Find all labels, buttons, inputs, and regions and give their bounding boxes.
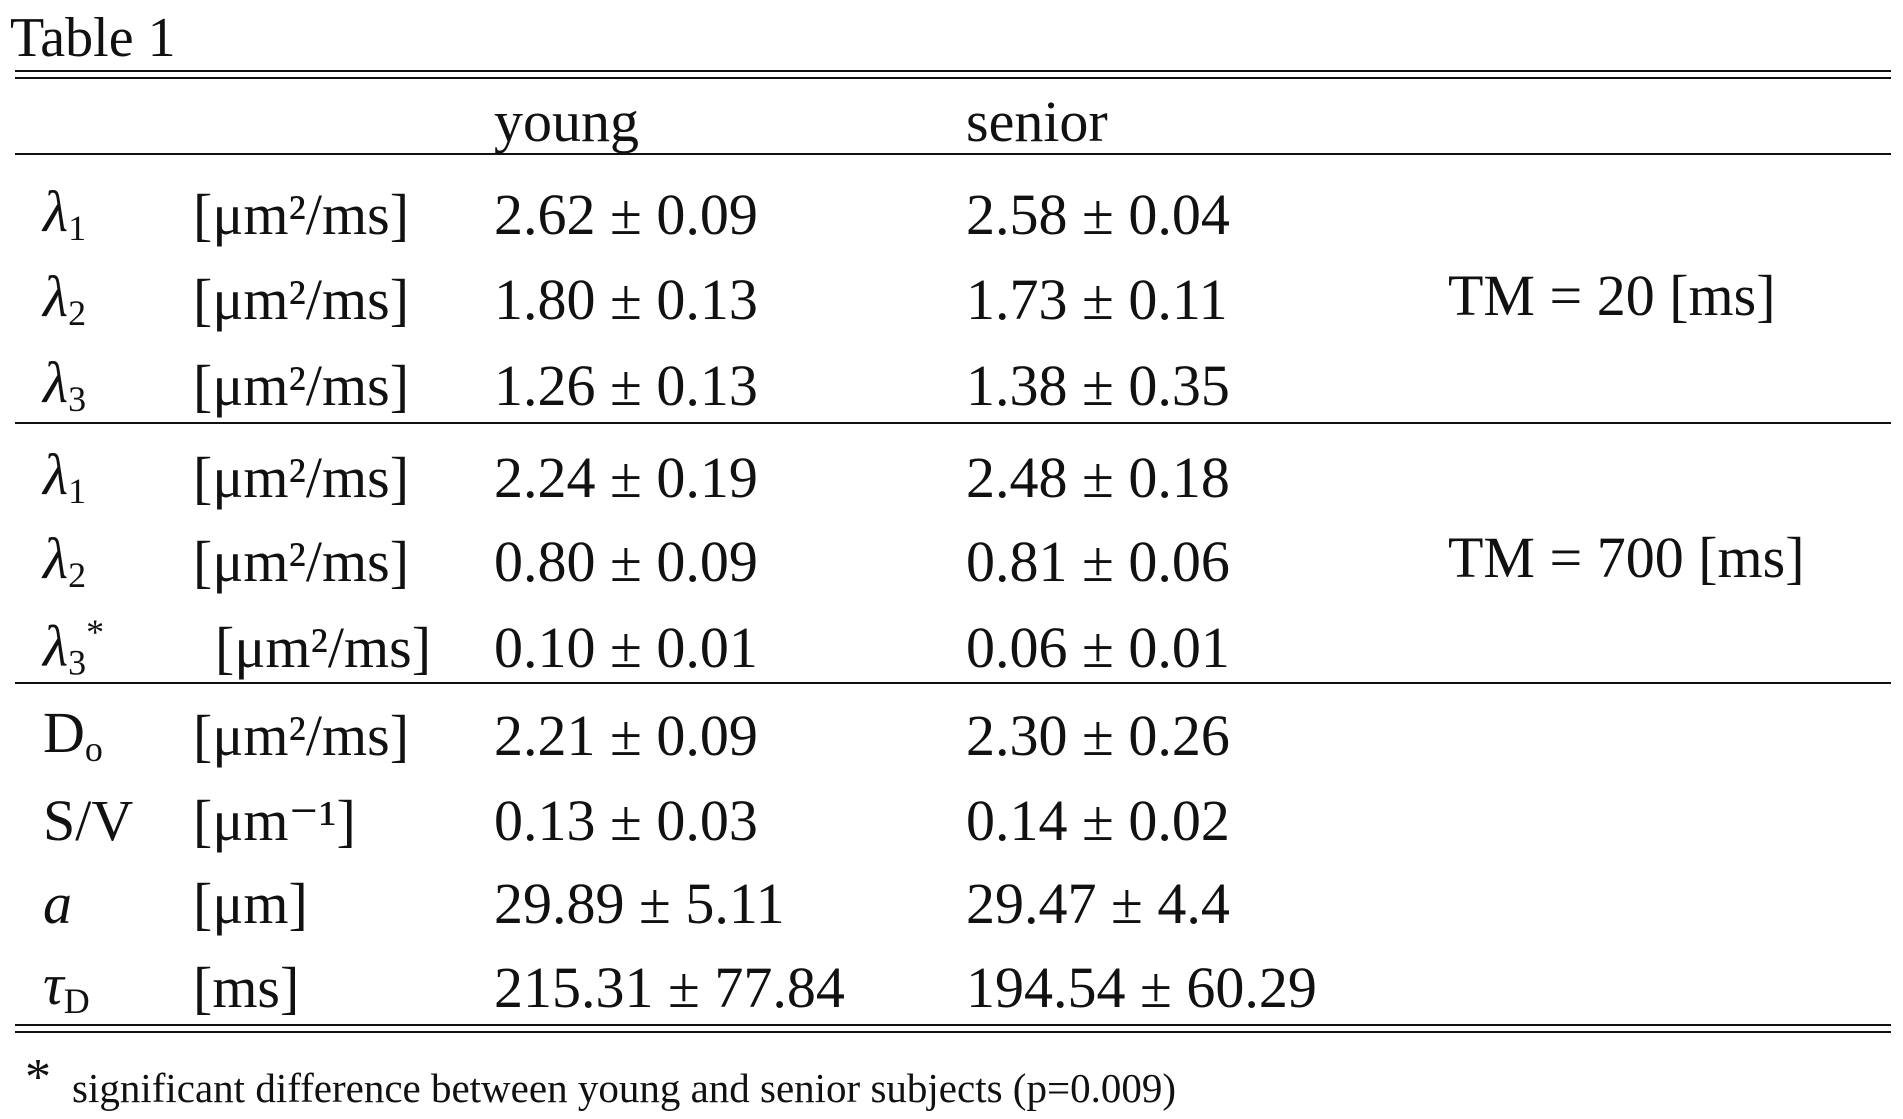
symbol-base: λ <box>43 179 69 245</box>
unit: [μm⁻¹] <box>193 788 356 853</box>
symbol-subscript: 3 <box>68 642 87 683</box>
young-value: 0.13 ± 0.03 <box>494 788 758 853</box>
unit: [μm²/ms] <box>215 615 432 680</box>
symbol-subscript: 2 <box>68 293 87 334</box>
symbol-base: λ <box>43 526 69 592</box>
senior-value: 2.30 ± 0.26 <box>966 703 1230 768</box>
rule <box>15 1024 1891 1026</box>
footnote-text: significant difference between young and… <box>72 1065 1176 1111</box>
symbol-subscript: 2 <box>68 555 87 596</box>
symbol: λ1 <box>43 183 86 247</box>
senior-value: 0.81 ± 0.06 <box>966 529 1230 594</box>
symbol: λ2 <box>43 530 86 594</box>
symbol-base: λ <box>43 442 69 508</box>
unit: [ms] <box>193 955 300 1020</box>
symbol-subscript: D <box>63 981 90 1022</box>
rule <box>15 70 1891 72</box>
column-header: senior <box>966 89 1108 154</box>
young-value: 1.80 ± 0.13 <box>494 267 758 332</box>
senior-value: 1.73 ± 0.11 <box>966 267 1228 332</box>
symbol: λ1 <box>43 446 86 510</box>
unit: [μm²/ms] <box>193 703 410 768</box>
group-note: TM = 20 [ms] <box>1448 263 1776 328</box>
symbol-subscript: 1 <box>68 208 87 249</box>
senior-value: 194.54 ± 60.29 <box>966 955 1317 1020</box>
column-header: young <box>494 89 639 154</box>
rule <box>15 153 1891 155</box>
young-value: 0.80 ± 0.09 <box>494 529 758 594</box>
footnote-mark: * <box>25 1049 51 1106</box>
rule <box>15 77 1891 79</box>
senior-value: 2.58 ± 0.04 <box>966 182 1230 247</box>
symbol: S/V <box>43 792 133 850</box>
symbol-subscript: 3 <box>68 379 87 420</box>
young-value: 2.24 ± 0.19 <box>494 445 758 510</box>
symbol-subscript: 1 <box>68 471 87 512</box>
senior-value: 0.14 ± 0.02 <box>966 788 1230 853</box>
table-title: Table 1 <box>10 7 176 69</box>
symbol: λ2 <box>43 268 86 332</box>
symbol-base: S/V <box>43 788 134 853</box>
symbol: λ3* <box>43 611 105 683</box>
young-value: 29.89 ± 5.11 <box>494 871 785 936</box>
unit: [μm²/ms] <box>193 445 410 510</box>
symbol: τD <box>43 956 90 1020</box>
symbol: λ3 <box>43 354 86 418</box>
rule <box>15 1031 1891 1033</box>
senior-value: 0.06 ± 0.01 <box>966 615 1230 680</box>
symbol-base: λ <box>43 613 69 679</box>
symbol: a <box>43 875 72 933</box>
group-note: TM = 700 [ms] <box>1448 525 1805 590</box>
young-value: 2.21 ± 0.09 <box>494 703 758 768</box>
unit: [μm²/ms] <box>193 267 410 332</box>
unit: [μm²/ms] <box>193 182 410 247</box>
unit: [μm] <box>193 871 308 936</box>
rule <box>15 682 1891 684</box>
symbol-base: λ <box>43 350 69 416</box>
unit: [μm²/ms] <box>193 353 410 418</box>
symbol-base: a <box>43 871 72 936</box>
young-value: 215.31 ± 77.84 <box>494 955 845 1020</box>
symbol-subscript: o <box>84 729 103 770</box>
young-value: 2.62 ± 0.09 <box>494 182 758 247</box>
symbol: Do <box>43 704 103 768</box>
senior-value: 2.48 ± 0.18 <box>966 445 1230 510</box>
young-value: 0.10 ± 0.01 <box>494 615 758 680</box>
symbol-base: D <box>43 700 85 766</box>
senior-value: 1.38 ± 0.35 <box>966 353 1230 418</box>
symbol-base: τ <box>43 952 64 1018</box>
unit: [μm²/ms] <box>193 529 410 594</box>
symbol-base: λ <box>43 264 69 330</box>
symbol-superscript: * <box>86 611 105 652</box>
young-value: 1.26 ± 0.13 <box>494 353 758 418</box>
senior-value: 29.47 ± 4.4 <box>966 871 1230 936</box>
rule <box>15 422 1891 424</box>
